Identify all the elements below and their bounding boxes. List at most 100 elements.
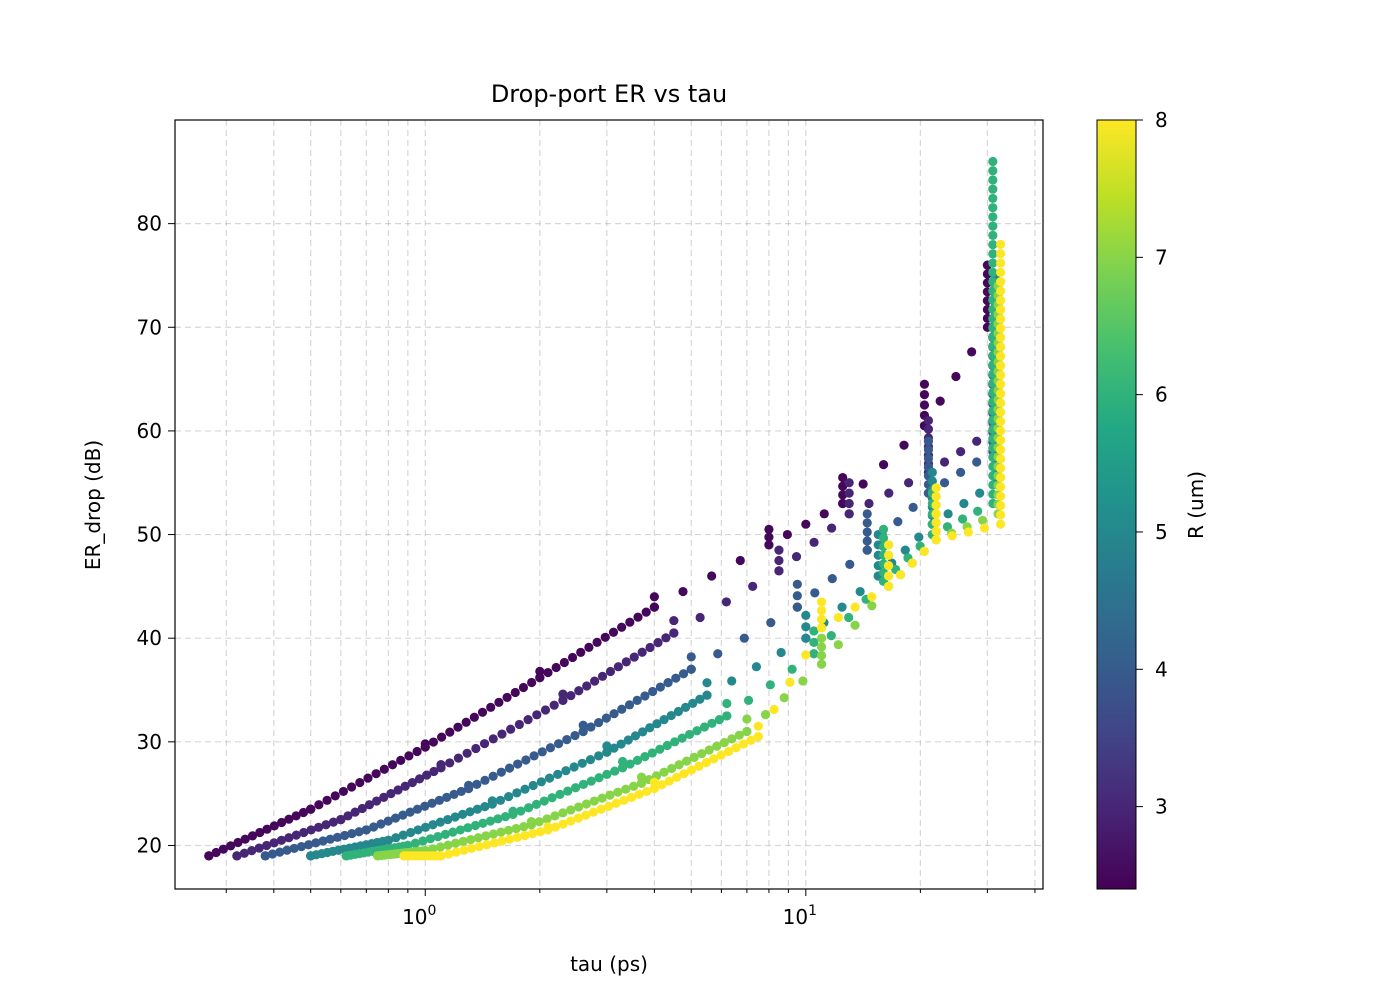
data-point bbox=[695, 694, 705, 704]
data-point bbox=[527, 677, 537, 688]
data-point bbox=[900, 545, 910, 555]
data-point bbox=[787, 664, 797, 674]
data-point bbox=[262, 824, 272, 834]
data-point bbox=[306, 804, 316, 814]
data-point bbox=[609, 743, 619, 753]
data-point bbox=[636, 772, 647, 782]
data-point bbox=[931, 483, 941, 493]
data-point bbox=[555, 789, 565, 799]
data-point bbox=[597, 671, 608, 681]
data-point bbox=[883, 581, 894, 591]
data-point bbox=[306, 851, 316, 861]
data-point bbox=[495, 795, 506, 805]
data-point bbox=[512, 832, 522, 842]
data-point bbox=[673, 706, 683, 717]
data-point bbox=[649, 602, 659, 612]
data-point bbox=[707, 571, 717, 581]
data-point bbox=[404, 751, 414, 761]
data-point bbox=[558, 689, 568, 699]
data-point bbox=[816, 642, 827, 652]
data-point bbox=[464, 780, 474, 790]
data-point bbox=[666, 710, 676, 721]
data-point bbox=[443, 814, 453, 825]
data-point bbox=[883, 540, 894, 550]
data-point bbox=[858, 479, 868, 489]
data-point bbox=[845, 559, 855, 569]
data-point bbox=[919, 400, 930, 410]
data-point bbox=[403, 840, 413, 851]
data-point bbox=[988, 230, 998, 241]
data-point bbox=[414, 774, 425, 784]
data-point bbox=[314, 800, 324, 810]
data-point bbox=[343, 811, 353, 821]
data-point bbox=[923, 415, 934, 426]
data-point bbox=[428, 737, 439, 747]
data-point bbox=[566, 805, 576, 815]
data-point bbox=[512, 788, 522, 798]
data-point bbox=[719, 737, 729, 748]
data-point bbox=[369, 822, 379, 832]
data-point bbox=[883, 571, 894, 581]
data-point bbox=[996, 435, 1006, 445]
data-point bbox=[996, 472, 1006, 483]
data-point bbox=[695, 612, 705, 623]
data-point bbox=[574, 686, 584, 696]
data-point bbox=[895, 570, 906, 580]
data-point bbox=[540, 705, 551, 715]
data-point bbox=[239, 848, 249, 858]
data-point bbox=[927, 476, 937, 486]
data-point bbox=[727, 734, 737, 744]
data-point bbox=[774, 566, 784, 576]
data-point bbox=[996, 426, 1006, 436]
data-point bbox=[347, 782, 357, 792]
data-point bbox=[640, 691, 650, 701]
data-point bbox=[996, 286, 1006, 296]
data-point bbox=[862, 527, 872, 537]
data-point bbox=[996, 398, 1006, 408]
data-point bbox=[276, 835, 287, 845]
data-point bbox=[862, 536, 872, 546]
data-point bbox=[330, 791, 340, 801]
data-point bbox=[613, 662, 623, 672]
data-point bbox=[742, 726, 752, 737]
data-point bbox=[528, 780, 538, 791]
data-point bbox=[810, 588, 820, 598]
data-point bbox=[801, 622, 811, 632]
data-point bbox=[453, 753, 464, 763]
data-point bbox=[332, 832, 343, 842]
data-point bbox=[684, 729, 695, 740]
data-point bbox=[269, 838, 279, 848]
data-point bbox=[601, 713, 611, 723]
data-point bbox=[505, 834, 515, 844]
data-point bbox=[996, 463, 1006, 473]
data-point bbox=[440, 829, 450, 839]
data-point bbox=[816, 605, 827, 616]
data-point bbox=[584, 642, 594, 652]
data-point bbox=[816, 623, 827, 633]
data-point bbox=[269, 821, 279, 831]
data-point bbox=[792, 579, 802, 589]
data-point bbox=[328, 817, 339, 827]
data-point bbox=[373, 851, 383, 861]
data-point bbox=[453, 722, 463, 732]
data-point bbox=[313, 822, 324, 832]
data-point bbox=[581, 810, 591, 820]
data-point bbox=[666, 763, 677, 774]
data-point bbox=[298, 807, 309, 818]
data-point bbox=[569, 762, 579, 772]
data-point bbox=[816, 614, 827, 624]
data-point bbox=[218, 844, 228, 854]
data-point bbox=[956, 467, 966, 477]
data-point bbox=[904, 478, 914, 488]
data-point bbox=[791, 551, 802, 562]
data-point bbox=[386, 789, 396, 799]
data-point bbox=[226, 841, 236, 851]
data-point bbox=[816, 633, 827, 643]
y-tick-label: 40 bbox=[137, 626, 162, 650]
data-point bbox=[322, 795, 332, 805]
data-point bbox=[996, 277, 1006, 287]
data-point bbox=[573, 802, 584, 812]
data-point bbox=[543, 822, 553, 832]
data-point bbox=[497, 729, 507, 739]
data-point bbox=[456, 786, 466, 797]
